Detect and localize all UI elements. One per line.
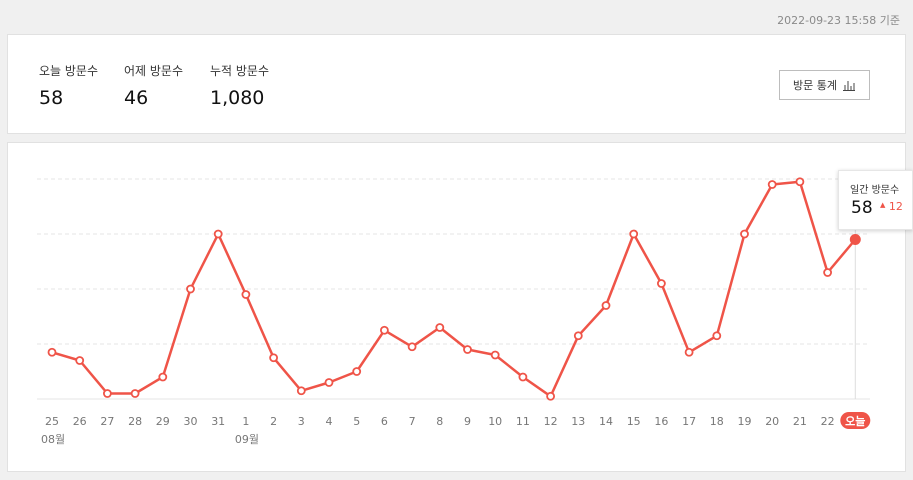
data-point [324,378,334,387]
data-point [823,268,832,277]
today-visits-stat: 오늘 방문수 58 [39,62,98,109]
yesterday-visits-value: 46 [124,87,149,109]
x-tick-label: 12 [544,415,558,428]
x-tick-label: 27 [100,415,114,428]
x-tick-label: 21 [793,415,807,428]
data-point [490,350,500,360]
today-badge [840,412,871,429]
data-point [573,331,583,341]
daily-visits-chart-card [7,142,906,472]
x-tick-label: 13 [571,415,585,428]
x-tick-label: 26 [73,415,87,428]
x-tick-label: 11 [516,415,530,428]
tooltip-delta: ▲ 12 [880,200,903,213]
data-point [546,391,555,401]
total-visits-stat: 누적 방문수 1,080 [210,62,269,109]
x-tick-label: 30 [184,415,198,428]
data-point [463,345,472,354]
data-point [518,372,528,382]
x-tick-label: 5 [353,415,360,428]
daily-visits-tooltip: 일간 방문수 58 ▲ 12 [838,170,913,230]
data-point [629,229,639,239]
data-point [130,389,140,398]
data-point [712,331,722,341]
total-visits-value: 1,080 [210,87,265,109]
x-tick-label: 19 [738,415,752,428]
visitor-summary-card: 오늘 방문수 58 어제 방문수 46 누적 방문수 1,080 방문 통계 [7,34,906,134]
data-point [435,323,445,332]
tooltip-delta-value: 12 [888,200,903,213]
data-point [795,177,805,187]
yesterday-visits-stat: 어제 방문수 46 [124,62,183,109]
x-tick-label: 9 [464,415,471,428]
data-point [241,290,251,299]
x-tick-label-today: 오늘 [845,415,865,428]
data-point [269,353,279,363]
data-point [352,367,362,376]
today-visits-value: 58 [39,87,64,109]
data-point [103,389,112,398]
x-tick-label: 18 [710,415,724,428]
data-point [740,229,749,239]
data-point [186,284,195,294]
bar-chart-icon [842,80,855,91]
x-tick-label: 17 [682,415,696,428]
data-point [158,372,168,382]
x-tick-label: 14 [599,415,613,428]
yesterday-visits-label: 어제 방문수 [124,64,184,78]
data-point [407,342,417,352]
x-tick-label: 25 [45,415,59,428]
x-tick-label: 6 [381,415,388,428]
data-point [213,229,223,239]
tooltip-value: 58 [851,198,873,218]
total-visits-label: 누적 방문수 [210,64,270,78]
x-tick-label: 28 [128,415,142,428]
data-point [75,356,85,365]
x-tick-label: 15 [627,415,641,428]
tooltip-label: 일간 방문수 [850,185,900,196]
x-tick-label: 4 [326,415,333,428]
x-tick-label: 20 [765,415,779,428]
x-tick-label: 29 [156,415,170,428]
month-label: 08월 [41,433,65,446]
x-tick-label: 2 [270,415,277,428]
data-point [684,347,694,357]
data-point [379,325,389,335]
data-point [767,180,777,189]
x-tick-label: 22 [821,415,835,428]
visit-stats-button[interactable]: 방문 통계 [779,70,870,100]
visits-series-line [51,180,857,398]
data-point [47,347,57,357]
today-visits-label: 오늘 방문수 [39,64,99,78]
x-tick-label: 10 [488,415,502,428]
month-label: 09월 [235,433,259,446]
x-tick-label: 3 [298,415,305,428]
x-tick-label: 16 [654,415,668,428]
last-updated-timestamp: 2022-09-23 15:58 기준 [777,14,900,27]
x-tick-label: 7 [409,415,416,428]
triangle-up-icon: ▲ [880,201,886,209]
visit-stats-button-label: 방문 통계 [793,79,837,92]
x-tick-label: 8 [436,415,443,428]
x-tick-label: 1 [242,415,249,428]
data-point-today [849,234,861,245]
x-tick-label: 31 [211,415,225,428]
data-point [601,301,611,310]
data-point [296,386,306,396]
data-point [657,279,666,288]
